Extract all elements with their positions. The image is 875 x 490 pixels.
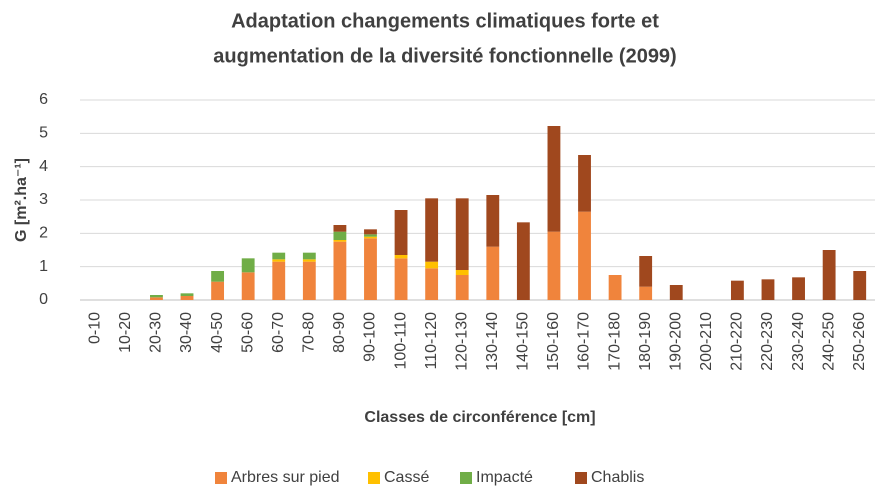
bar-segment (394, 210, 408, 255)
legend-label: Cassé (384, 469, 429, 486)
bar-segment (364, 234, 377, 237)
x-tick-label: 160-170 (576, 312, 593, 371)
bar-segment (516, 222, 530, 300)
bar-segment (822, 250, 836, 300)
x-tick-label: 100-110 (392, 312, 409, 370)
bar-segment (211, 271, 225, 282)
bar-segment (241, 258, 255, 273)
bar-segment (333, 241, 347, 300)
bar-segment (394, 255, 408, 259)
bar-segment (486, 246, 500, 300)
bar-segment (547, 231, 561, 300)
x-tick-label: 240-250 (820, 312, 837, 371)
bar-segment (455, 275, 469, 300)
y-tick-label: 1 (39, 258, 48, 275)
bar-segment (425, 261, 439, 269)
x-tick-label: 20-30 (148, 312, 165, 353)
x-tick-label: 90-100 (362, 312, 379, 362)
bar-segment (578, 211, 591, 300)
bar-segment (578, 155, 591, 212)
x-tick-label: 80-90 (331, 312, 348, 353)
x-tick-label: 40-50 (209, 312, 226, 353)
legend-swatch (575, 472, 587, 484)
y-tick-label: 2 (39, 225, 48, 242)
legend-swatch (368, 472, 380, 484)
legend-label: Chablis (591, 469, 644, 486)
x-tick-label: 110-120 (423, 312, 440, 370)
bar-segment (272, 261, 286, 300)
y-tick-label: 0 (39, 291, 48, 308)
x-tick-label: 10-20 (117, 312, 134, 353)
bar-segment (272, 259, 286, 262)
bar-segment (608, 275, 622, 300)
bar-segment (364, 229, 377, 235)
y-axis-title: G [m².ha⁻¹] (13, 158, 30, 242)
bar-segment (425, 198, 439, 262)
y-tick-label: 5 (39, 125, 48, 142)
bar-segment (150, 295, 163, 298)
legend-label: Arbres sur pied (231, 469, 340, 486)
bar-segment (333, 225, 347, 232)
bar-segment (486, 195, 500, 247)
bar-segment (455, 270, 469, 275)
legend-swatch (460, 472, 472, 484)
bar-segment (394, 258, 408, 300)
bar-segment (455, 198, 469, 270)
bar-segment (364, 238, 377, 300)
bar-segment (302, 252, 316, 260)
bar-segment (180, 293, 194, 296)
chart-title: augmentation de la diversité fonctionnel… (213, 45, 676, 67)
bar-segment (150, 297, 163, 300)
y-tick-label: 3 (39, 191, 48, 208)
bar-segment (547, 126, 561, 232)
bar-segment (333, 231, 347, 240)
x-tick-label: 130-140 (484, 312, 501, 371)
y-tick-label: 4 (39, 158, 48, 175)
bar-segment (180, 296, 194, 300)
bar-segment (241, 272, 255, 300)
bar-segment (639, 286, 653, 300)
x-tick-label: 250-260 (851, 312, 868, 371)
x-tick-label: 220-230 (759, 312, 776, 371)
bar-segment (302, 259, 316, 262)
bar-segment (211, 281, 225, 300)
bar-segment (425, 268, 439, 300)
chart-title: Adaptation changements climatiques forte… (231, 10, 659, 32)
bar-segment (333, 240, 347, 242)
bar-segment (730, 280, 744, 300)
bar-segment (639, 256, 653, 287)
x-tick-label: 170-180 (606, 312, 623, 371)
x-axis-title: Classes de circonférence [cm] (364, 409, 595, 426)
x-tick-label: 0-10 (87, 312, 104, 344)
x-tick-label: 140-150 (515, 312, 532, 371)
bar-segment (792, 277, 805, 300)
legend-label: Impacté (476, 469, 533, 486)
x-tick-label: 190-200 (667, 312, 684, 371)
x-tick-label: 70-80 (301, 312, 318, 353)
bar-segment (761, 279, 775, 300)
bar-segment (364, 236, 377, 239)
y-tick-label: 6 (39, 91, 48, 108)
bar-segment (669, 285, 683, 300)
bar-segment (302, 261, 316, 300)
x-tick-label: 200-210 (698, 312, 715, 371)
x-tick-label: 150-160 (545, 312, 562, 371)
legend-swatch (215, 472, 227, 484)
x-tick-label: 120-130 (453, 312, 470, 371)
x-tick-label: 30-40 (178, 312, 195, 353)
x-tick-label: 230-240 (790, 312, 807, 371)
bar-segment (272, 252, 286, 260)
x-tick-label: 180-190 (637, 312, 654, 371)
x-tick-label: 60-70 (270, 312, 287, 353)
x-tick-label: 210-220 (729, 312, 746, 371)
x-tick-label: 50-60 (239, 312, 256, 353)
bar-segment (853, 271, 867, 300)
